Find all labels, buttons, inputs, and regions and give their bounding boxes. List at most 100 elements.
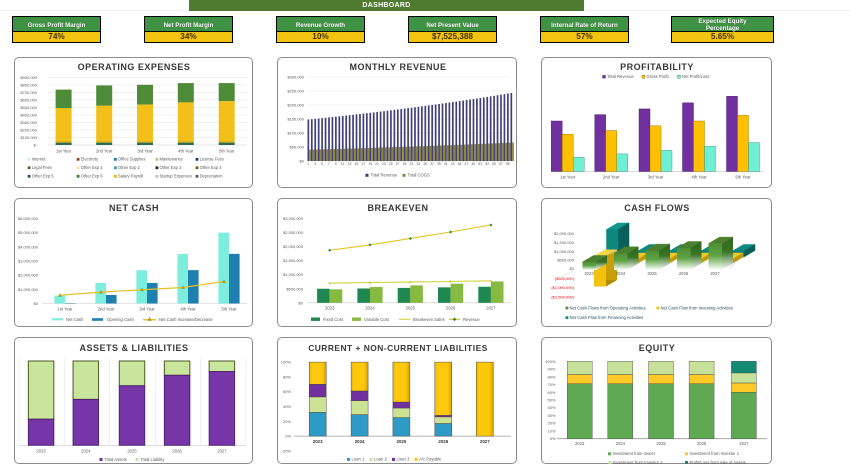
svg-text:5th Year: 5th Year: [221, 307, 237, 312]
svg-text:$900,000: $900,000: [20, 75, 37, 80]
svg-text:Other Exp 2: Other Exp 2: [118, 165, 141, 170]
svg-text:$800,000: $800,000: [20, 82, 37, 87]
svg-text:$5,000,000: $5,000,000: [18, 230, 39, 235]
svg-text:$4,000,000: $4,000,000: [18, 244, 39, 249]
svg-text:$200,000: $200,000: [287, 103, 304, 108]
svg-text:Salary Payroll: Salary Payroll: [118, 174, 143, 179]
svg-text:Other Exp 4: Other Exp 4: [200, 165, 223, 170]
svg-text:2027: 2027: [486, 306, 496, 311]
svg-text:CURRENT + NON-CURRENT LIABILIT: CURRENT + NON-CURRENT LIABILITIES: [308, 343, 488, 353]
svg-text:2023: 2023: [36, 449, 46, 454]
svg-text:$600,000: $600,000: [20, 97, 37, 102]
svg-text:53: 53: [485, 162, 489, 166]
svg-text:2nd Year: 2nd Year: [603, 175, 620, 180]
svg-text:29: 29: [403, 162, 407, 166]
svg-text:$3,000,000: $3,000,000: [283, 216, 304, 221]
svg-text:$100,000: $100,000: [287, 131, 304, 136]
svg-text:2024: 2024: [365, 306, 375, 311]
svg-text:$2,000,000: $2,000,000: [554, 231, 575, 236]
svg-text:2026: 2026: [438, 439, 448, 444]
svg-text:Other Exp 3: Other Exp 3: [160, 165, 183, 170]
svg-text:1: 1: [307, 162, 309, 166]
svg-text:5th Year: 5th Year: [735, 175, 751, 180]
svg-text:Total COGS: Total COGS: [408, 173, 431, 178]
svg-text:$300,000: $300,000: [20, 120, 37, 125]
svg-text:Net Cash Flows from Operating: Net Cash Flows from Operating Activities: [570, 305, 646, 310]
svg-text:$200,000: $200,000: [20, 127, 37, 132]
svg-text:17: 17: [361, 162, 365, 166]
svg-text:3rd Year: 3rd Year: [137, 148, 153, 153]
svg-text:40%: 40%: [547, 405, 555, 410]
svg-text:Other Exp 6: Other Exp 6: [81, 174, 104, 179]
svg-text:Profit/Loss from sale of Asset: Profit/Loss from sale of Assets: [690, 460, 746, 465]
svg-text:35: 35: [423, 162, 427, 166]
svg-text:80%: 80%: [283, 374, 291, 379]
svg-text:$250,000: $250,000: [287, 89, 304, 94]
svg-text:$100,000: $100,000: [20, 135, 37, 140]
svg-text:37: 37: [430, 162, 434, 166]
svg-text:7: 7: [328, 162, 330, 166]
svg-text:2nd Year: 2nd Year: [96, 148, 113, 153]
svg-text:3rd Year: 3rd Year: [648, 175, 664, 180]
svg-text:2025: 2025: [656, 441, 666, 446]
svg-text:$1,500,000: $1,500,000: [283, 258, 304, 263]
svg-text:NET CASH: NET CASH: [109, 203, 159, 213]
svg-text:20%: 20%: [547, 421, 555, 426]
svg-text:Net Cash: Net Cash: [66, 317, 84, 322]
svg-text:Total Revenue: Total Revenue: [371, 173, 398, 178]
svg-text:$1,000,000: $1,000,000: [283, 272, 304, 277]
svg-text:1st Year: 1st Year: [56, 148, 72, 153]
svg-text:$0: $0: [570, 266, 575, 271]
svg-text:20%: 20%: [283, 419, 291, 424]
svg-text:$1,500,000: $1,500,000: [554, 240, 575, 245]
svg-text:-20%: -20%: [282, 448, 292, 453]
svg-text:$150,000: $150,000: [287, 117, 304, 122]
svg-text:2025: 2025: [397, 439, 407, 444]
svg-text:2024: 2024: [616, 271, 626, 276]
svg-text:2023: 2023: [313, 439, 323, 444]
svg-text:$2,500,000: $2,500,000: [283, 230, 304, 235]
svg-text:5th Year: 5th Year: [219, 148, 235, 153]
svg-text:2027: 2027: [739, 441, 749, 446]
svg-text:0%: 0%: [285, 434, 291, 439]
svg-text:$1,000,000: $1,000,000: [554, 249, 575, 254]
svg-text:4th Year: 4th Year: [180, 307, 196, 312]
svg-text:13: 13: [348, 162, 352, 166]
svg-text:50%: 50%: [547, 398, 555, 403]
svg-text:60%: 60%: [283, 389, 291, 394]
svg-text:Net Profit/Loss: Net Profit/Loss: [682, 74, 709, 79]
svg-text:Fixed Cost: Fixed Cost: [323, 317, 344, 322]
svg-text:31: 31: [410, 162, 414, 166]
svg-text:$400,000: $400,000: [20, 112, 37, 117]
svg-text:21: 21: [375, 162, 379, 166]
svg-text:90%: 90%: [547, 367, 555, 372]
svg-text:$300,000: $300,000: [287, 75, 304, 80]
svg-text:2024: 2024: [355, 439, 365, 444]
svg-text:2025: 2025: [406, 306, 416, 311]
svg-text:2027: 2027: [217, 449, 227, 454]
svg-text:57: 57: [499, 162, 503, 166]
svg-text:2025: 2025: [647, 271, 657, 276]
svg-text:2026: 2026: [679, 271, 689, 276]
svg-text:60%: 60%: [547, 390, 555, 395]
svg-text:EQUITY: EQUITY: [639, 343, 676, 353]
svg-text:Gross Profit: Gross Profit: [647, 74, 670, 79]
svg-text:Loan 2: Loan 2: [374, 457, 387, 462]
svg-text:2024: 2024: [616, 441, 626, 446]
svg-text:Revenue: Revenue: [463, 317, 480, 322]
svg-text:CASH FLOWS: CASH FLOWS: [624, 203, 690, 213]
svg-text:2nd Year: 2nd Year: [98, 307, 115, 312]
svg-text:23: 23: [382, 162, 386, 166]
svg-text:Office Supplies: Office Supplies: [118, 157, 145, 162]
svg-text:Other Exp 1: Other Exp 1: [81, 165, 104, 170]
svg-text:$-: $-: [33, 143, 37, 148]
svg-text:9: 9: [335, 162, 337, 166]
svg-text:1st Year: 1st Year: [560, 175, 576, 180]
svg-text:3rd Year: 3rd Year: [139, 307, 155, 312]
svg-text:$50,000: $50,000: [290, 145, 305, 150]
svg-text:MONTHLY REVENUE: MONTHLY REVENUE: [349, 62, 446, 72]
svg-text:1st Year: 1st Year: [57, 307, 73, 312]
svg-text:30%: 30%: [547, 413, 555, 418]
svg-text:70%: 70%: [547, 382, 555, 387]
svg-text:Investment from owner: Investment from owner: [613, 451, 656, 456]
